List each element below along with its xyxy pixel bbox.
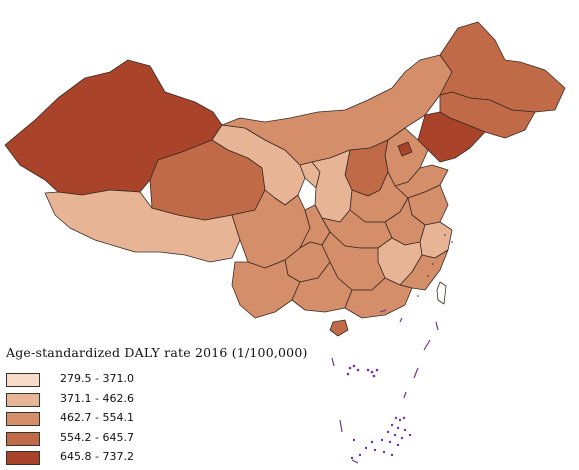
region-hainan[interactable] [329, 319, 349, 337]
legend-label: 279.5 - 371.0 [60, 372, 134, 385]
legend-swatch [6, 451, 40, 465]
region-beijing[interactable] [397, 141, 413, 157]
region-guangdong[interactable] [344, 277, 413, 319]
region-taiwan[interactable] [436, 281, 447, 305]
legend-label: 645.8 - 737.2 [60, 450, 134, 463]
legend-label: 371.1 - 462.6 [60, 391, 134, 405]
legend-swatch [6, 431, 40, 446]
region-fujian[interactable] [399, 249, 449, 291]
legend-swatch [6, 412, 40, 426]
legend-title: Age-standardized DALY rate 2016 (1/100,0… [6, 345, 308, 360]
south-china-sea-islands [346, 364, 412, 460]
legend-swatch [6, 392, 40, 407]
region-tibet[interactable] [44, 189, 241, 263]
legend-label: 462.7 - 554.1 [60, 411, 134, 424]
legend-swatch [6, 373, 40, 387]
legend-label: 554.2 - 645.7 [60, 430, 134, 444]
coastal-islets [417, 234, 453, 297]
dash-line [331, 309, 439, 464]
